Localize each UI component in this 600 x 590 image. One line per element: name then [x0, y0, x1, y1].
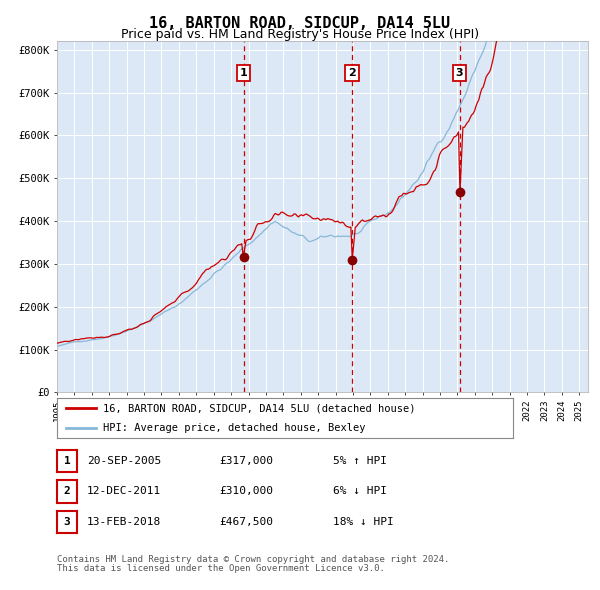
Text: 6% ↓ HPI: 6% ↓ HPI	[333, 487, 387, 496]
Text: 5% ↑ HPI: 5% ↑ HPI	[333, 456, 387, 466]
Text: 2: 2	[64, 487, 70, 496]
Text: 13-FEB-2018: 13-FEB-2018	[87, 517, 161, 527]
Text: 16, BARTON ROAD, SIDCUP, DA14 5LU (detached house): 16, BARTON ROAD, SIDCUP, DA14 5LU (detac…	[103, 404, 415, 414]
Text: Price paid vs. HM Land Registry's House Price Index (HPI): Price paid vs. HM Land Registry's House …	[121, 28, 479, 41]
Text: 12-DEC-2011: 12-DEC-2011	[87, 487, 161, 496]
Text: 3: 3	[456, 68, 463, 78]
Text: 1: 1	[64, 456, 70, 466]
Text: £467,500: £467,500	[219, 517, 273, 527]
Text: 3: 3	[64, 517, 70, 527]
Text: HPI: Average price, detached house, Bexley: HPI: Average price, detached house, Bexl…	[103, 423, 365, 432]
Text: Contains HM Land Registry data © Crown copyright and database right 2024.: Contains HM Land Registry data © Crown c…	[57, 555, 449, 563]
Text: 1: 1	[240, 68, 248, 78]
Text: £317,000: £317,000	[219, 456, 273, 466]
Text: 20-SEP-2005: 20-SEP-2005	[87, 456, 161, 466]
Text: 2: 2	[348, 68, 356, 78]
Text: £310,000: £310,000	[219, 487, 273, 496]
Text: This data is licensed under the Open Government Licence v3.0.: This data is licensed under the Open Gov…	[57, 564, 385, 573]
Text: 16, BARTON ROAD, SIDCUP, DA14 5LU: 16, BARTON ROAD, SIDCUP, DA14 5LU	[149, 16, 451, 31]
Text: 18% ↓ HPI: 18% ↓ HPI	[333, 517, 394, 527]
